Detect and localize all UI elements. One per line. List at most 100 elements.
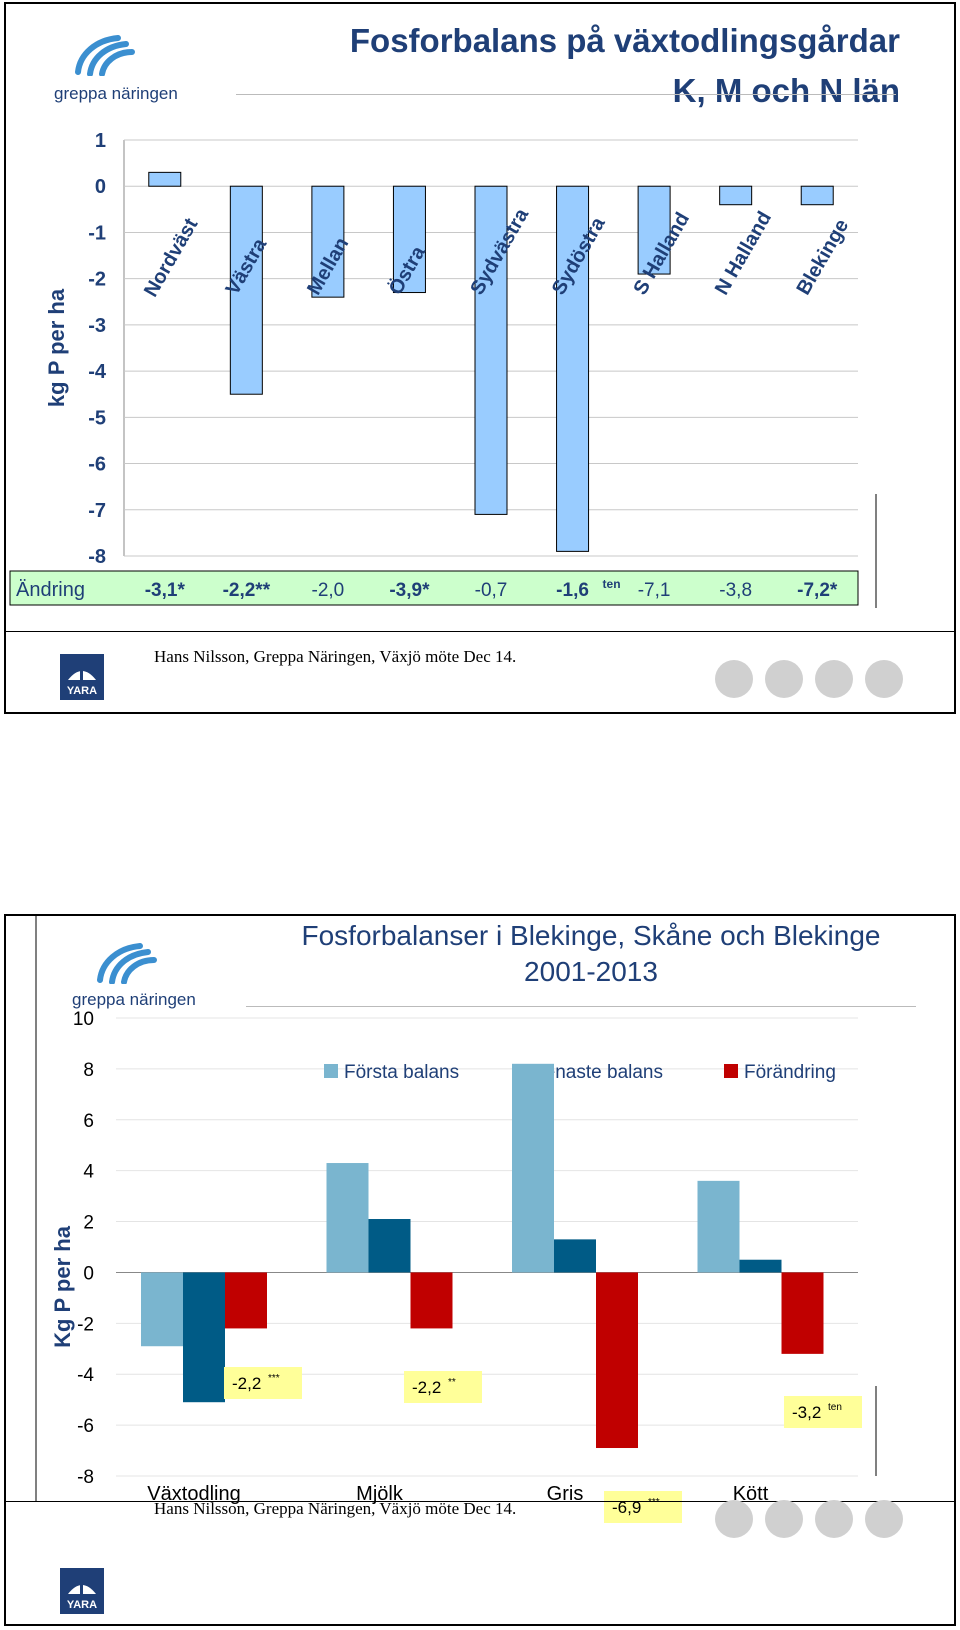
nav-dot [865, 1500, 903, 1538]
y-tick-label: 4 [83, 1162, 94, 1183]
bar [554, 1239, 596, 1273]
bar [183, 1272, 225, 1403]
y-axis-label: Kg P per ha [50, 1225, 75, 1348]
y-tick-label: 8 [83, 1060, 94, 1081]
nav-dot [815, 660, 853, 698]
legend-label: Senaste balans [532, 1062, 663, 1083]
annotation-sup: ** [448, 1377, 456, 1388]
legend-label: Första balans [344, 1062, 459, 1083]
nav-dot [765, 660, 803, 698]
category-label: N Halland [711, 208, 776, 299]
legend-swatch [324, 1064, 338, 1078]
y-tick-label: -5 [88, 407, 106, 429]
logo-text: greppa näringen [54, 84, 178, 103]
change-row-label: Ändring [16, 579, 85, 601]
bar [719, 185, 753, 206]
change-value: -3,1* [145, 580, 186, 601]
footer-rule [6, 631, 954, 632]
title-rule [236, 94, 896, 95]
bar [229, 185, 263, 395]
title-rule [246, 1006, 916, 1007]
change-value-sup: ten [603, 577, 621, 591]
bar [474, 185, 508, 515]
annotation-text: -2,2 [412, 1378, 441, 1397]
bar [512, 1063, 554, 1273]
y-tick-label: 1 [95, 130, 106, 152]
bar [392, 185, 426, 294]
y-tick-label: 0 [83, 1263, 94, 1284]
annotation-box [604, 1491, 682, 1523]
y-tick-label: -7 [88, 500, 106, 522]
legend-swatch [724, 1064, 738, 1078]
bar [556, 185, 590, 552]
annotation-box [404, 1371, 482, 1403]
change-row-background [9, 570, 859, 606]
greppa-logo-icon [97, 943, 157, 984]
y-tick-label: -2 [88, 269, 106, 291]
annotation-sup: ten [828, 1402, 842, 1413]
annotation-box [784, 1396, 862, 1428]
category-label: Kött [733, 1483, 769, 1505]
bar [148, 171, 182, 187]
greppa-logo-icon [75, 35, 135, 76]
y-axis-label: kg P per ha [44, 288, 69, 407]
bar [311, 185, 345, 298]
page-title: Fosforbalans på växtodlingsgårdar [349, 22, 900, 59]
y-tick-label: -8 [77, 1467, 94, 1488]
bar [141, 1272, 183, 1347]
y-tick-label: -1 [88, 222, 106, 244]
bar [225, 1272, 267, 1329]
y-tick-label: -4 [88, 361, 107, 383]
change-value: -3,9* [389, 580, 430, 601]
footer-text: Hans Nilsson, Greppa Näringen, Växjö möt… [154, 647, 517, 666]
bar [596, 1272, 638, 1449]
yara-logo-icon: YARA [60, 654, 104, 700]
annotation-sup: *** [268, 1373, 280, 1384]
bar [410, 1272, 453, 1329]
y-tick-label: 0 [95, 176, 106, 198]
bar [739, 1259, 782, 1273]
y-tick-label: -4 [77, 1365, 94, 1386]
yara-logo-icon: YARA [60, 1568, 104, 1614]
change-value: -1,6 [556, 580, 589, 601]
chart-2: 10 8 6 4 2 0 -2 -4 -6 -8 Kg P per ha Första balans S… [35, 916, 877, 1523]
nav-dot [715, 660, 753, 698]
footer-rule [6, 1501, 954, 1502]
slide-2: greppa näringen Fosforbalanser i Bleking… [4, 914, 956, 1626]
change-value: -7,1 [638, 580, 671, 601]
y-tick-label: -8 [88, 546, 106, 568]
category-label: Gris [547, 1483, 584, 1505]
nav-dot [815, 1500, 853, 1538]
y-tick-label: -6 [77, 1416, 94, 1437]
nav-dot [715, 1500, 753, 1538]
change-value: -2,2** [223, 580, 271, 601]
bar [637, 185, 671, 275]
bar [800, 185, 834, 206]
page-title: Fosforbalanser i Blekinge, Skåne och Ble… [301, 920, 881, 951]
y-tick-label: -6 [88, 454, 106, 476]
y-tick-label: 10 [73, 1009, 94, 1030]
page-subtitle: 2001-2013 [524, 956, 658, 987]
logo-text: greppa näringen [72, 990, 196, 1009]
page-subtitle: K, M och N län [672, 72, 900, 109]
category-label: Nordväst [140, 214, 203, 300]
y-tick-label: -2 [77, 1314, 94, 1335]
annotation-text: -3,2 [792, 1403, 821, 1422]
bar [781, 1272, 824, 1354]
slide-1: greppa näringen Fosforbalans på växtodli… [4, 2, 956, 714]
nav-dot [865, 660, 903, 698]
annotation-sup: *** [648, 1497, 660, 1508]
bar [697, 1180, 740, 1273]
category-label: Mjölk [356, 1483, 404, 1505]
change-value: -0,7 [475, 580, 508, 601]
bar [368, 1219, 411, 1273]
change-value: -3,8 [719, 580, 752, 601]
category-label: Växtodling [147, 1483, 240, 1505]
change-value: -2,0 [312, 580, 345, 601]
annotation-text: -2,2 [232, 1374, 261, 1393]
change-value: -7,2* [797, 580, 838, 601]
nav-dot [765, 1500, 803, 1538]
y-tick-label: -3 [88, 315, 106, 337]
category-label: Blekinge [792, 216, 853, 299]
